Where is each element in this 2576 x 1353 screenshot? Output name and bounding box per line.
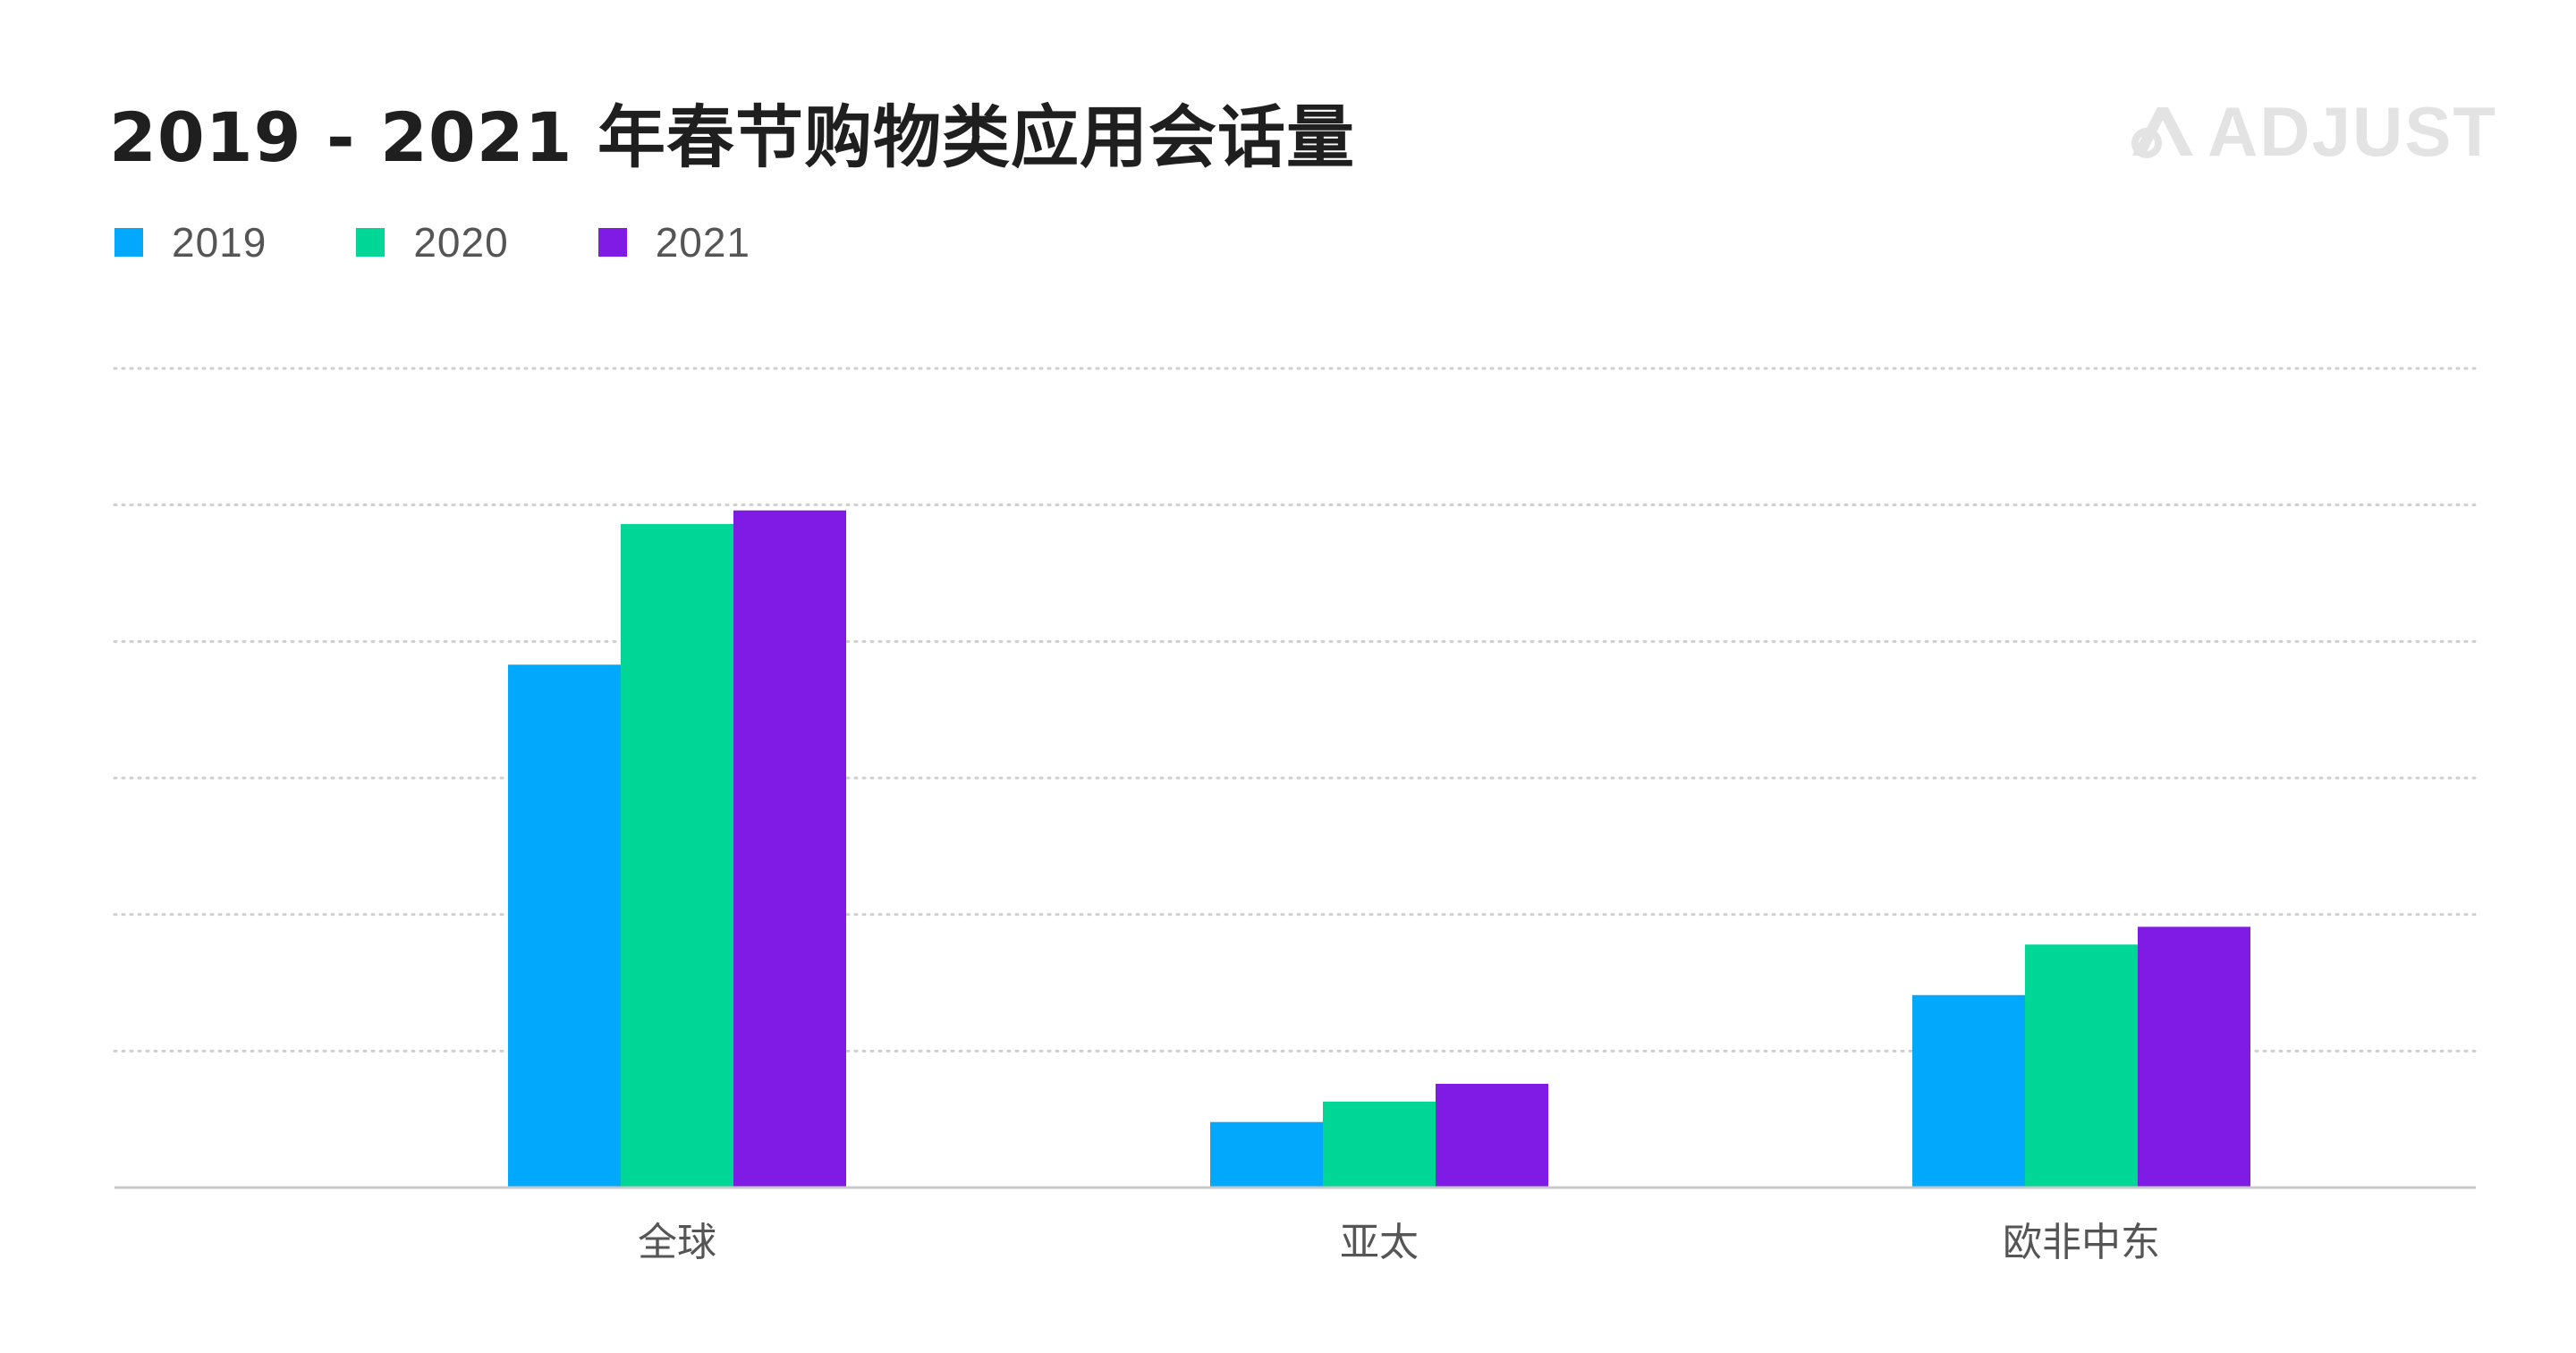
legend-swatch-2021	[597, 228, 627, 257]
legend-item-2020: 2020	[356, 218, 508, 266]
bar-2020-2	[2025, 944, 2138, 1188]
bar-2019-2	[1912, 994, 2025, 1188]
bars	[508, 510, 2250, 1188]
legend-item-2019: 2019	[114, 218, 267, 266]
bar-2020-1	[1323, 1101, 1436, 1188]
bar-2019-0	[508, 664, 621, 1188]
legend-item-2021: 2021	[597, 218, 751, 266]
bar-2020-0	[621, 524, 733, 1188]
adjust-logo: ADJUST	[2127, 97, 2497, 166]
bar-2021-2	[2138, 926, 2250, 1188]
adjust-logo-icon	[2131, 107, 2193, 158]
x-axis: 全球 亚太 欧非中东	[114, 1186, 2476, 1265]
legend-swatch-2019	[114, 228, 143, 257]
chart-legend: 2019 2020 2021	[114, 218, 840, 266]
legend-label-2019: 2019	[172, 219, 267, 266]
bar-2019-1	[1210, 1121, 1323, 1188]
legend-label-2021: 2021	[655, 219, 751, 266]
legend-label-2020: 2020	[413, 219, 509, 266]
bar-2021-1	[1436, 1083, 1548, 1188]
x-tick-label: 全球	[638, 1220, 716, 1265]
legend-swatch-2020	[356, 228, 386, 257]
x-tick-label: 欧非中东	[2003, 1220, 2160, 1265]
adjust-logo-text: ADJUST	[2207, 92, 2497, 171]
chart-title: 2019 - 2021 年春节购物类应用会话量	[109, 97, 1355, 177]
x-tick-label: 亚太	[1340, 1220, 1419, 1265]
bar-2021-0	[733, 510, 846, 1188]
